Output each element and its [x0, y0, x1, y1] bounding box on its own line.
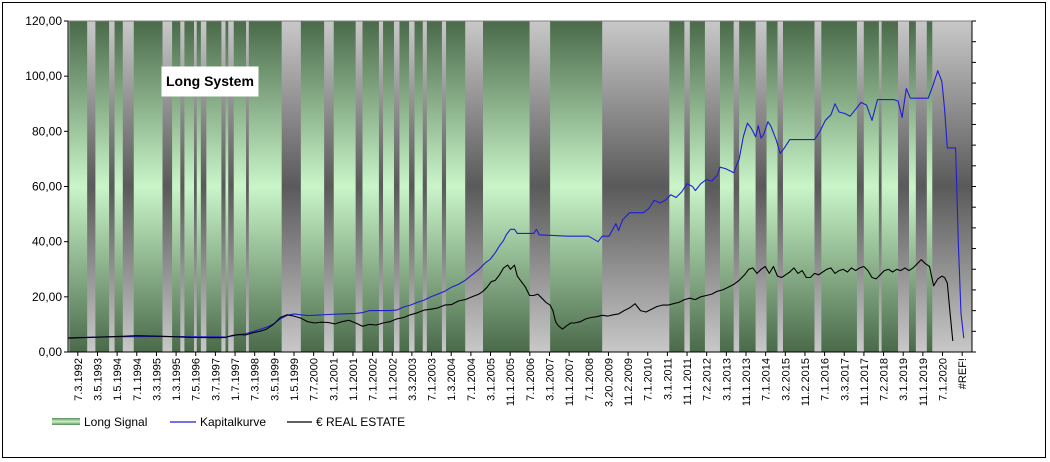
y-tick-label: 40,00 [32, 235, 62, 249]
x-tick-label: 7.7.2000 [309, 358, 321, 401]
long-signal-band [782, 21, 815, 352]
chart-title: Long System [166, 73, 254, 89]
legend-label-real-estate: € REAL ESTATE [316, 415, 405, 429]
long-signal-band [719, 21, 734, 352]
x-tick-label: 7.1.2008 [584, 358, 596, 401]
long-signal-band [669, 21, 685, 352]
x-tick-label: 7.1.2014 [761, 358, 773, 401]
x-tick-label: 7.1.2003 [427, 358, 439, 401]
x-tick-label: 3.5.1999 [269, 358, 281, 401]
y-tick-label: 60,00 [32, 180, 62, 194]
x-tick-label: 3.1.2007 [544, 358, 556, 401]
x-tick-label: 1.1.2001 [348, 358, 360, 401]
x-tick-label: 3.2.2015 [780, 358, 792, 401]
x-tick-label: 7.5.1996 [191, 358, 203, 401]
long-signal-band [300, 21, 325, 352]
x-tick-label: 7.1.2004 [466, 358, 478, 401]
kapitalkurve-line [67, 70, 965, 339]
long-signal-band [69, 21, 88, 352]
x-tick-label: 7.1.2016 [820, 358, 832, 401]
y-tick-label: 100,00 [25, 69, 62, 83]
long-signal-band [206, 21, 222, 352]
y-tick-label: 80,00 [32, 124, 62, 138]
y-tick-label: 20,00 [32, 290, 62, 304]
long-signal-band [766, 21, 778, 352]
x-tick-label: 11.2.2015 [800, 358, 812, 406]
x-tick-label: 11.1.2019 [918, 358, 930, 406]
long-signal-band [550, 21, 603, 352]
long-signal-band [362, 21, 379, 352]
x-tick-label: 1.3.1995 [171, 358, 183, 401]
x-tick-label: #REF! [957, 358, 969, 389]
long-signal-band [483, 21, 530, 352]
long-signal-band [225, 21, 229, 352]
x-tick-label: 7.3.1992 [73, 358, 85, 401]
x-tick-label: 1.7.1997 [230, 358, 242, 401]
long-signal-band [446, 21, 466, 352]
long-signal-band [133, 21, 163, 352]
y-tick-label: 120,00 [25, 14, 62, 28]
x-tick-label: 7.3.1998 [250, 358, 262, 401]
x-tick-label: 11.1.2013 [741, 358, 753, 406]
x-tick-label: 3.3.1995 [151, 358, 163, 401]
x-tick-label: 7.1.2002 [368, 358, 380, 401]
x-tick-label: 11.1.2011 [682, 358, 694, 405]
y-tick-label: 0,00 [39, 345, 63, 359]
long-signal-band [426, 21, 442, 352]
x-tick-label: 7.1.1994 [132, 358, 144, 401]
x-tick-label: 3.5.1993 [92, 358, 104, 401]
legend-label-kapitalkurve: Kapitalkurve [200, 415, 266, 429]
long-signal-band [196, 21, 201, 352]
long-signal-band [908, 21, 916, 352]
x-tick-label: 11.2.2009 [623, 358, 635, 406]
x-tick-label: 1.5.1994 [112, 358, 124, 401]
long-signal-band [383, 21, 394, 352]
real-estate-line [67, 259, 954, 342]
x-tick-label: 1.3.2004 [446, 358, 458, 401]
long-signal-band [881, 21, 899, 352]
long-signal-band [114, 21, 123, 352]
x-tick-label: 7.2.2012 [702, 358, 714, 401]
x-tick-label: 3.1.2013 [721, 358, 733, 401]
long-signal-band [414, 21, 423, 352]
long-signal-band [95, 21, 110, 352]
x-tick-label: 3.1.2019 [898, 358, 910, 401]
x-tick-label: 11.1.2017 [859, 358, 871, 406]
x-tick-label: 3.1.2001 [328, 358, 340, 401]
x-tick-label: 7.2.2018 [879, 358, 891, 401]
x-tick-label: 3.3.2017 [839, 358, 851, 401]
long-signal-band [399, 21, 410, 352]
long-signal-band [233, 21, 247, 352]
legend-swatch-long-signal [52, 418, 80, 425]
long-signal-band [863, 21, 879, 352]
long-signal-band [926, 21, 933, 352]
x-tick-label: 3.20.2009 [603, 358, 615, 407]
title-box [161, 66, 259, 97]
x-tick-label: 3.1.2005 [486, 358, 498, 401]
x-tick-label: 3.3.2003 [407, 358, 419, 401]
x-tick-label: 3.7.1997 [210, 358, 222, 401]
x-tick-label: 11.1.2005 [505, 358, 517, 406]
x-tick-label: 3.1.2011 [662, 358, 674, 400]
long-signal-band [689, 21, 705, 352]
long-signal-band [333, 21, 356, 352]
x-tick-label: 1.5.1999 [289, 358, 301, 401]
x-tick-label: 11.1.2007 [564, 358, 576, 406]
long-signal-band [739, 21, 756, 352]
legend-label-long-signal: Long Signal [84, 415, 147, 429]
long-signal-band [172, 21, 181, 352]
x-tick-label: 7.1.2006 [525, 358, 537, 401]
long-signal-band [821, 21, 857, 352]
x-tick-label: 1.1.2002 [387, 358, 399, 401]
x-tick-label: 7.1.2020 [938, 358, 950, 401]
long-signal-band [184, 21, 195, 352]
x-tick-label: 7.1.2010 [643, 358, 655, 401]
